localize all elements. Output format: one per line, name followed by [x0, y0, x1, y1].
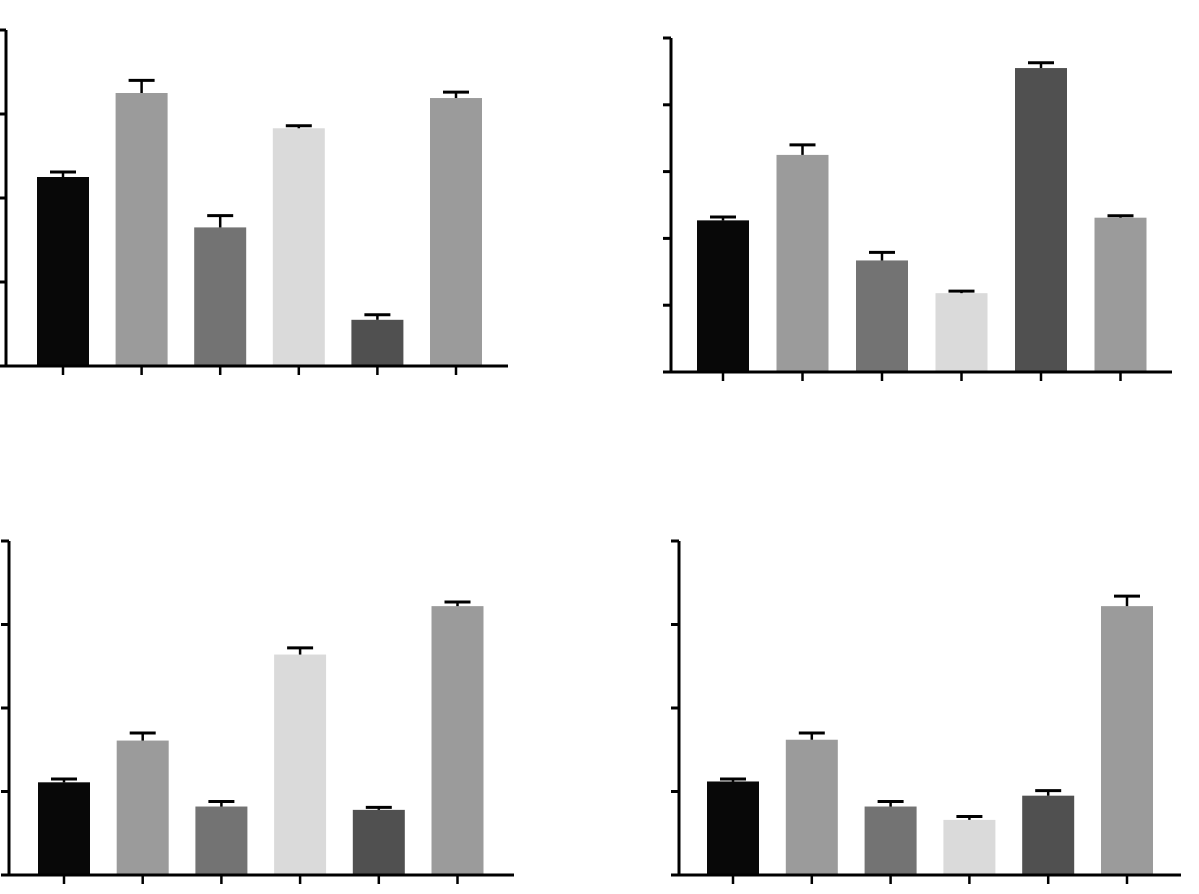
bar — [37, 177, 89, 366]
bar — [1015, 68, 1067, 372]
bar — [1101, 606, 1153, 875]
bar — [776, 154, 829, 372]
panel-bottom-right — [671, 539, 1181, 884]
bar — [430, 98, 482, 366]
bar — [195, 806, 248, 875]
panel-bottom-left — [1, 539, 514, 884]
bar — [864, 806, 917, 875]
panel-top-right — [663, 36, 1172, 381]
bar — [194, 227, 247, 366]
bar — [272, 128, 325, 366]
bar — [856, 260, 908, 372]
bar — [38, 782, 90, 875]
bar — [935, 293, 988, 372]
bar — [697, 220, 749, 372]
panel-top-left — [0, 28, 508, 375]
bar — [352, 809, 405, 875]
bar — [1022, 795, 1075, 875]
bar — [274, 654, 327, 875]
bar — [351, 319, 404, 366]
bar — [785, 739, 838, 875]
bar — [943, 819, 996, 875]
bar — [115, 93, 168, 366]
bar — [431, 606, 484, 875]
bar — [1094, 217, 1147, 372]
bar — [707, 781, 759, 875]
bar — [116, 740, 169, 875]
